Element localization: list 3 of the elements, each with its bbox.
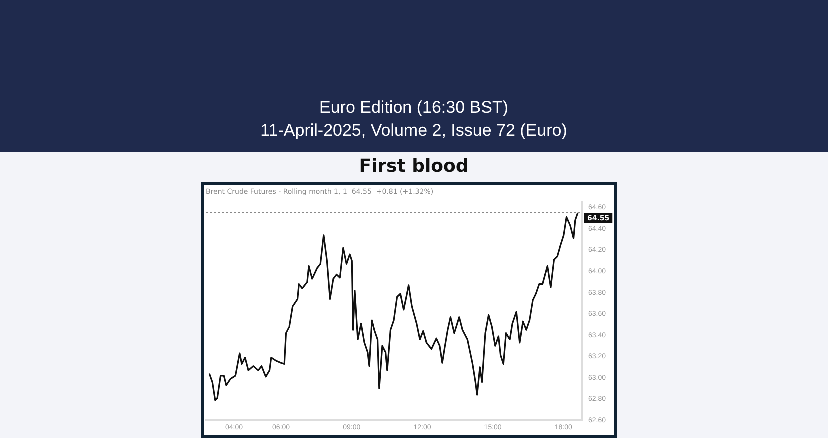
text: 11-April-2025, Volume 2, Issue 72 (Euro) xyxy=(260,120,568,142)
text: Euro Edition (16:30 BST) xyxy=(318,97,510,119)
chart-title: First blood xyxy=(358,156,470,177)
